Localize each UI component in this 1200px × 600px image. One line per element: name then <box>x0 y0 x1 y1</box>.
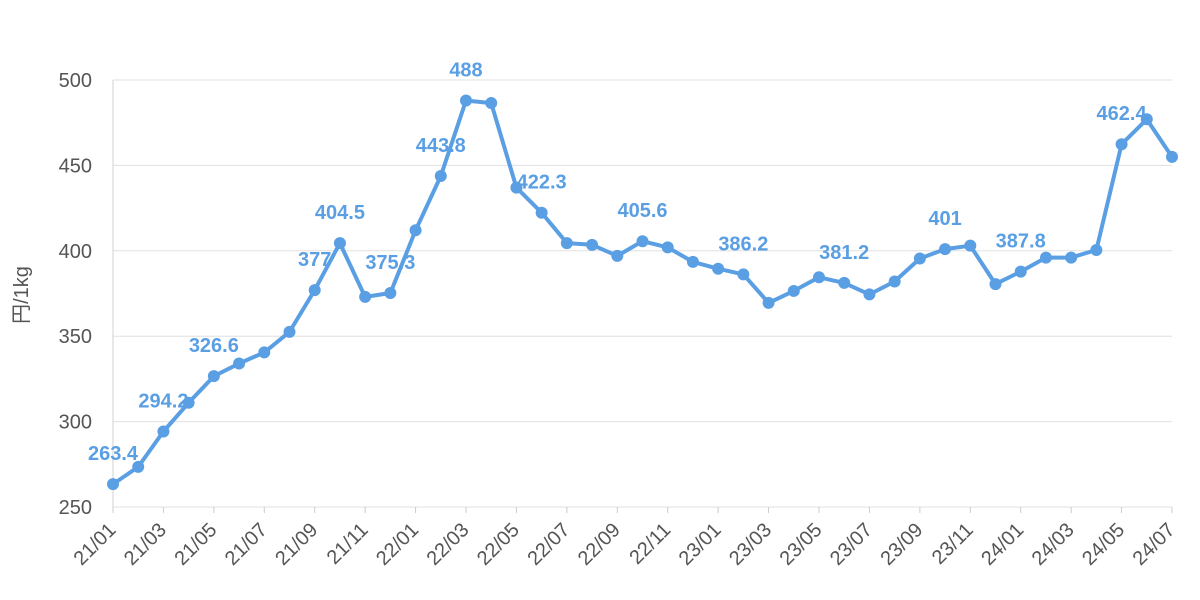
x-tick-label: 22/11 <box>625 519 675 569</box>
data-point <box>661 241 674 254</box>
x-tick-label: 21/07 <box>221 519 272 570</box>
data-point <box>333 237 346 250</box>
x-tick-label: 24/05 <box>1078 519 1129 570</box>
data-point <box>107 478 119 491</box>
x-tick-label: 21/11 <box>323 519 373 569</box>
data-point <box>157 425 170 438</box>
data-point <box>132 460 145 473</box>
data-label: 422.3 <box>517 172 567 194</box>
y-tick-label: 350 <box>59 326 92 348</box>
x-tick-label: 22/05 <box>473 519 524 570</box>
data-point <box>283 325 296 338</box>
data-point <box>939 243 952 256</box>
y-tick-label: 300 <box>59 412 92 434</box>
data-point <box>1090 243 1103 256</box>
data-label: 377 <box>298 249 331 271</box>
data-point <box>1039 251 1052 264</box>
data-label: 386.2 <box>718 233 768 255</box>
data-point <box>838 276 851 289</box>
x-tick-label: 24/01 <box>977 519 1028 570</box>
data-point <box>1115 138 1128 151</box>
data-label: 381.2 <box>819 242 869 264</box>
x-tick-label: 23/09 <box>876 519 927 570</box>
data-point <box>863 288 876 301</box>
data-point <box>964 239 977 252</box>
x-tick-label: 24/03 <box>1028 519 1079 570</box>
data-point <box>686 255 699 268</box>
data-label: 294.2 <box>138 391 188 413</box>
data-point <box>485 97 498 110</box>
y-axis: 250 300 350 400 450 500 <box>59 70 92 519</box>
data-point <box>737 268 750 281</box>
x-tick-label: 23/05 <box>776 519 827 570</box>
data-point <box>1065 251 1078 264</box>
data-point <box>888 275 901 288</box>
x-tick-label: 23/11 <box>928 519 978 569</box>
y-tick-label: 450 <box>59 155 92 177</box>
x-tick-label: 24/07 <box>1129 519 1180 570</box>
series-line <box>111 98 1174 487</box>
data-label: 462.4 <box>1097 103 1148 125</box>
data-point <box>207 370 220 383</box>
data-point <box>762 296 775 309</box>
y-tick-label: 400 <box>59 241 92 263</box>
data-point <box>636 235 649 248</box>
data-labels: 263.4 294.2 326.6 377 404.5 375.3 443.8 488 422.… <box>88 59 1147 465</box>
x-tick-label: 23/03 <box>725 519 776 570</box>
x-tick-label: 21/05 <box>170 519 221 570</box>
data-point <box>460 94 472 107</box>
x-tick-label: 22/01 <box>372 519 423 570</box>
x-tick-label: 23/01 <box>675 519 726 570</box>
data-point <box>1140 113 1153 126</box>
y-tick-label: 500 <box>59 70 92 92</box>
data-point <box>989 278 1002 291</box>
data-point <box>258 346 271 359</box>
data-label: 326.6 <box>189 335 239 357</box>
data-label: 405.6 <box>617 200 667 222</box>
data-point <box>434 169 447 182</box>
data-point <box>182 396 195 409</box>
data-point <box>560 237 573 250</box>
data-point <box>359 290 372 303</box>
data-label: 263.4 <box>88 443 139 465</box>
data-point <box>409 224 422 237</box>
grid <box>112 79 1172 508</box>
data-label: 404.5 <box>315 202 365 224</box>
data-point <box>308 284 321 297</box>
data-point <box>813 271 825 284</box>
data-point <box>611 249 624 262</box>
data-point <box>712 262 725 275</box>
data-point <box>586 238 599 251</box>
data-label: 443.8 <box>416 135 466 157</box>
x-tick-label: 21/09 <box>271 519 322 570</box>
data-label: 387.8 <box>996 231 1046 253</box>
series <box>107 94 1178 491</box>
data-point <box>1014 265 1027 278</box>
data-point <box>1166 150 1178 163</box>
data-point <box>787 284 800 297</box>
data-point <box>535 206 548 219</box>
data-label: 401 <box>928 208 961 230</box>
x-tick-label: 21/01 <box>70 519 121 570</box>
x-tick-label: 22/07 <box>523 519 574 570</box>
x-tick-label: 22/03 <box>423 519 474 570</box>
x-tick-label: 23/07 <box>826 519 877 570</box>
data-label: 488 <box>449 59 482 81</box>
data-point <box>913 252 926 265</box>
data-point <box>384 286 397 299</box>
x-tick-label: 22/09 <box>574 519 625 570</box>
y-tick-label: 250 <box>59 497 92 519</box>
x-tick-label: 21/03 <box>120 519 171 570</box>
data-point <box>510 181 523 194</box>
x-axis: 21/01 21/03 21/05 21/07 21/09 21/11 22/01 22/03… <box>70 507 1180 570</box>
data-point <box>233 357 246 370</box>
y-axis-label: 円/1kg <box>11 266 33 324</box>
data-label: 375.3 <box>365 252 415 274</box>
